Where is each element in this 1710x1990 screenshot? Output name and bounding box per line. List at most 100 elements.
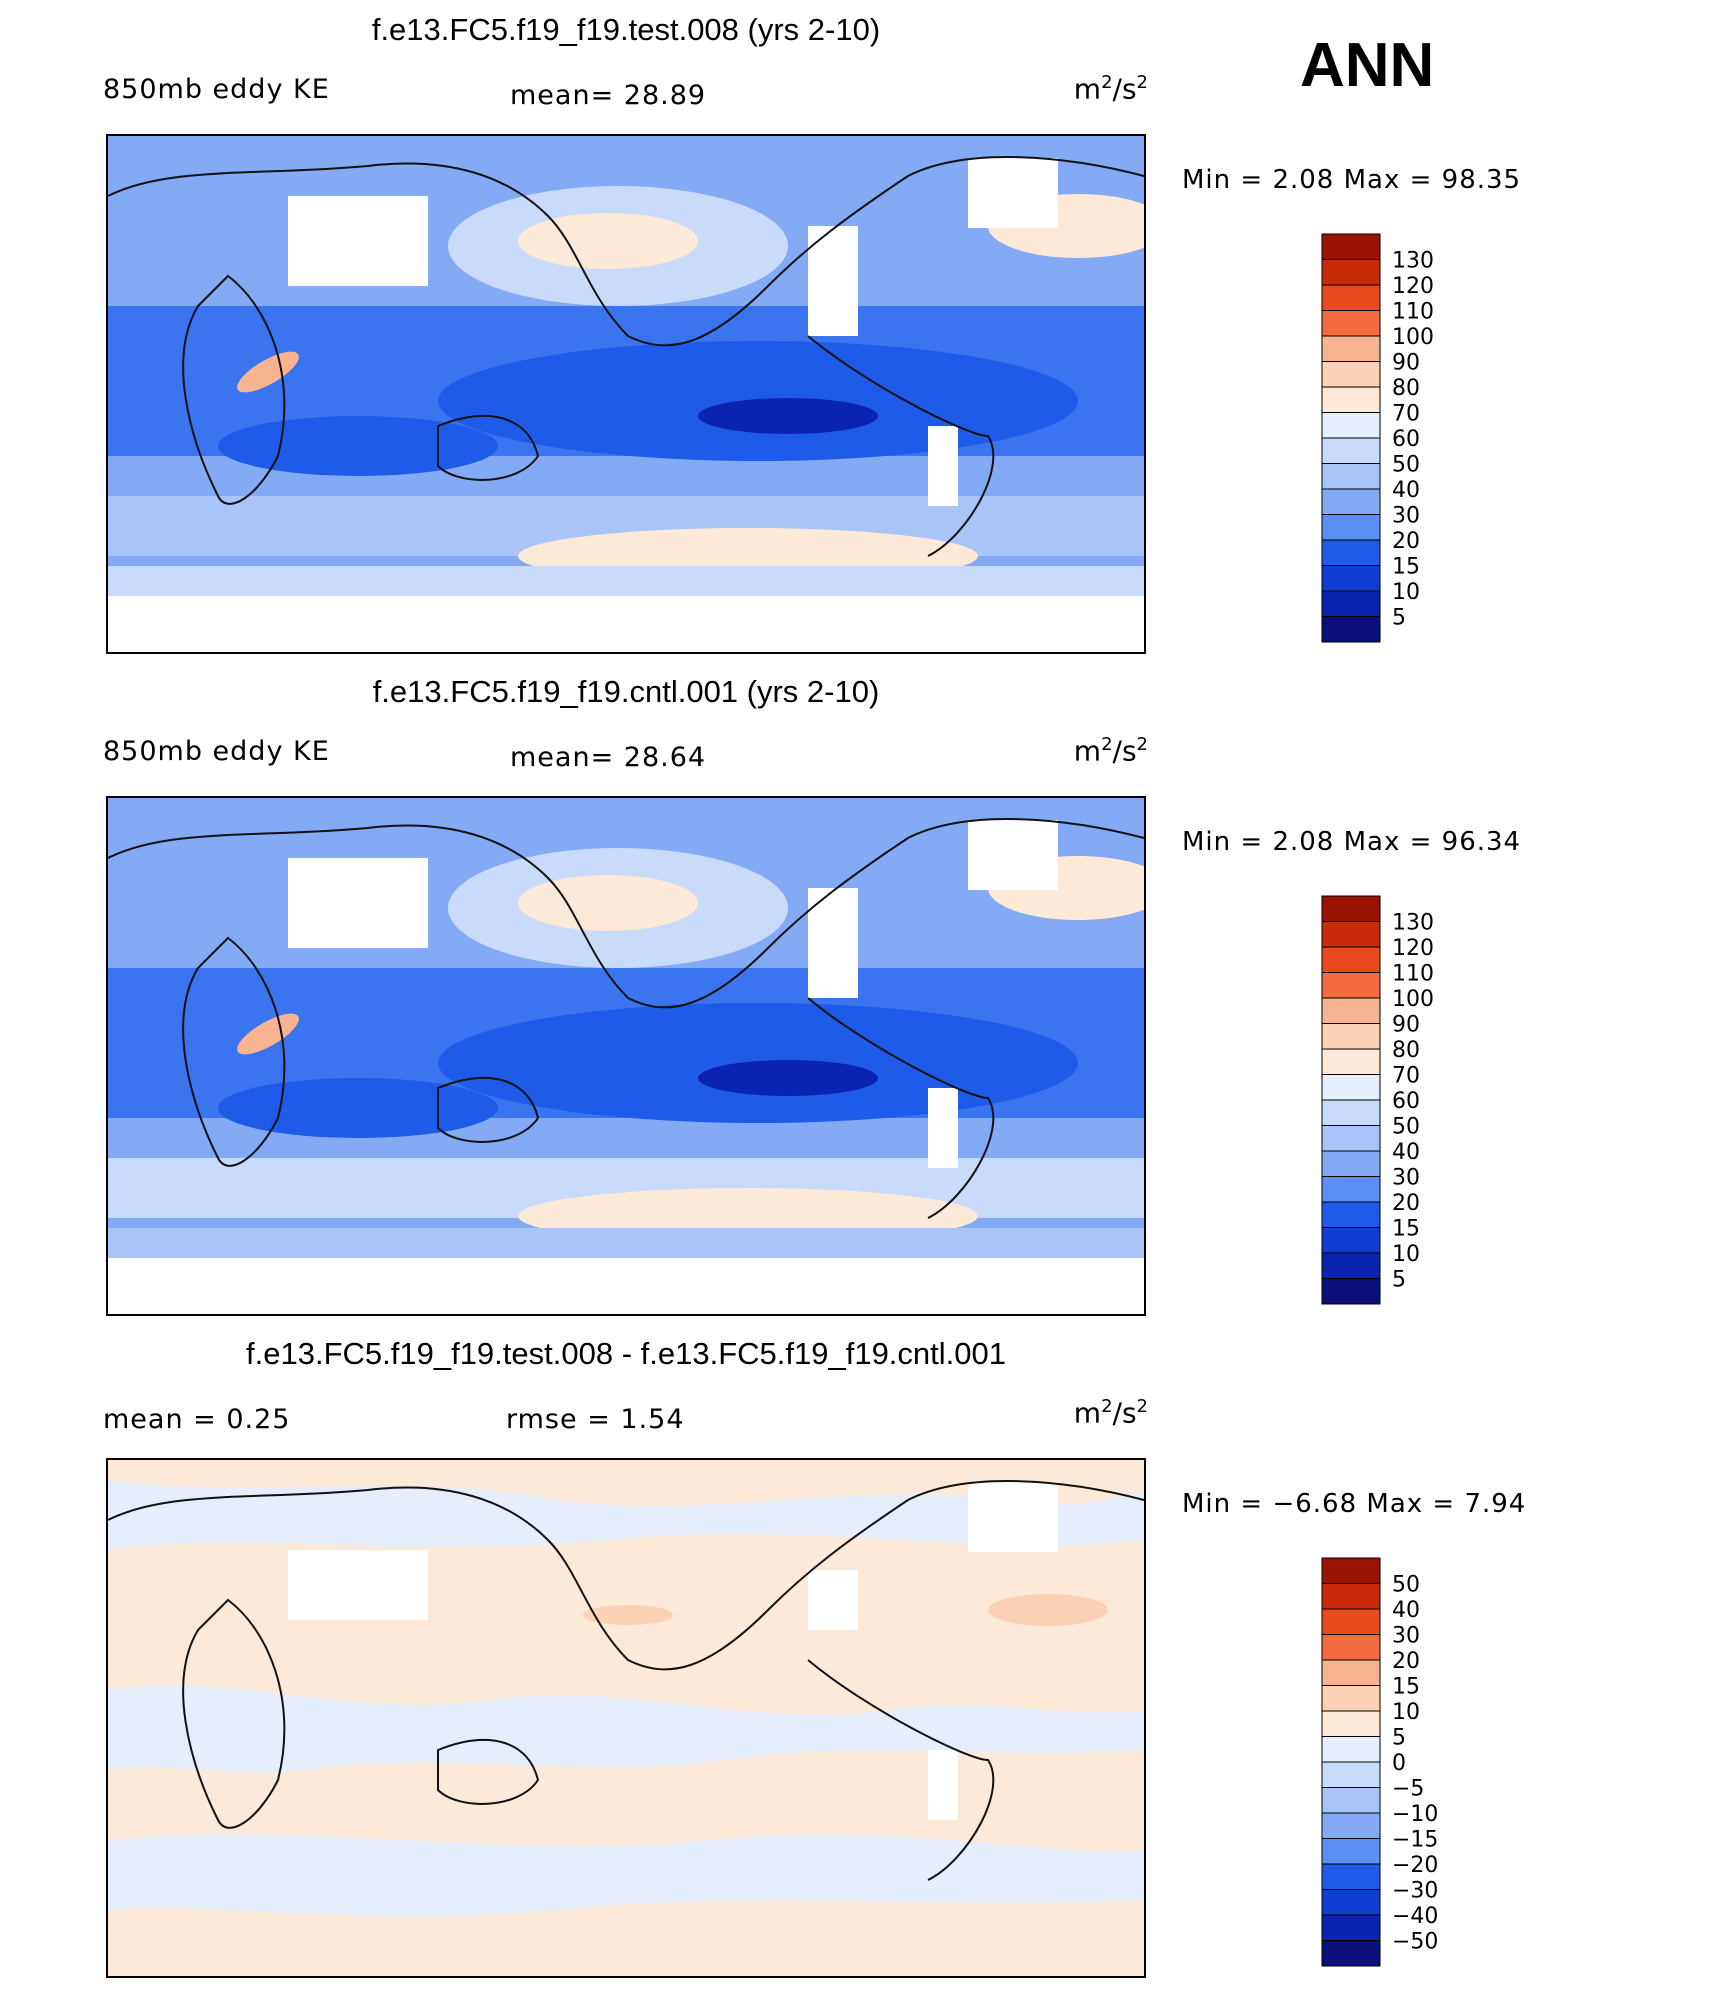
colorbar-tick-label: 40 xyxy=(1392,1598,1420,1623)
diff-blue-band-south xyxy=(108,1834,1144,1918)
colorbar-box xyxy=(1321,539,1381,566)
colorbar-box xyxy=(1321,1099,1381,1126)
diff-blue-band-tropics xyxy=(108,1685,1144,1773)
andes-mask xyxy=(928,1088,958,1168)
colorbar-box xyxy=(1321,310,1381,337)
indian-ocean-low xyxy=(218,1078,498,1138)
colorbar-box xyxy=(1321,463,1381,490)
colorbar-box xyxy=(1321,616,1381,643)
colorbar-tick-label: 30 xyxy=(1392,1624,1420,1649)
panel-1-units: m2/s2 xyxy=(1073,72,1148,106)
colorbar-tick-label: 10 xyxy=(1392,1700,1420,1725)
colorbar-tick-label: 100 xyxy=(1392,987,1434,1012)
colorbar-box xyxy=(1321,1201,1381,1228)
colorbar-tick-label: 130 xyxy=(1392,911,1434,936)
colorbar-tick-label: 20 xyxy=(1392,1649,1420,1674)
colorbar-box xyxy=(1321,1761,1381,1788)
colorbar-box xyxy=(1321,1278,1381,1305)
colorbar-box xyxy=(1321,361,1381,388)
colorbar-box xyxy=(1321,233,1381,260)
panel-3-units: m2/s2 xyxy=(1073,1396,1148,1430)
colorbar-tick-label: −40 xyxy=(1392,1904,1438,1929)
colorbar-tick-label: −5 xyxy=(1392,1777,1424,1802)
colorbar-box xyxy=(1321,1583,1381,1610)
panel-1-minmax: Min = 2.08 Max = 98.35 xyxy=(1182,165,1522,195)
colorbar-box xyxy=(1321,437,1381,464)
colorbar-box xyxy=(1321,1940,1381,1967)
colorbar-tick-label: 15 xyxy=(1392,1675,1420,1700)
greenland-mask xyxy=(968,1482,1058,1552)
colorbar-box xyxy=(1321,1787,1381,1814)
panel-2-units: m2/s2 xyxy=(1073,734,1148,768)
colorbar-tick-label: −15 xyxy=(1392,1828,1438,1853)
panel-3-map xyxy=(106,1458,1146,1978)
colorbar-box xyxy=(1321,1048,1381,1075)
colorbar-box xyxy=(1321,1889,1381,1916)
colorbar-tick-label: 5 xyxy=(1392,606,1406,631)
colorbar-box xyxy=(1321,1812,1381,1839)
colorbar-box xyxy=(1321,1074,1381,1101)
colorbar-box xyxy=(1321,1125,1381,1152)
colorbar-box xyxy=(1321,1685,1381,1712)
colorbar-tick-label: 80 xyxy=(1392,376,1420,401)
colorbar-tick-label: 30 xyxy=(1392,1166,1420,1191)
colorbar-tick-label: 60 xyxy=(1392,427,1420,452)
colorbar-box xyxy=(1321,1150,1381,1177)
colorbar-tick-label: 50 xyxy=(1392,453,1420,478)
somali-jet xyxy=(237,351,299,393)
colorbar-box xyxy=(1321,1659,1381,1686)
colorbar-box xyxy=(1321,514,1381,541)
colorbar-tick-label: 60 xyxy=(1392,1089,1420,1114)
panel-2-minmax: Min = 2.08 Max = 96.34 xyxy=(1182,827,1522,857)
tropical-min xyxy=(698,398,878,434)
colorbar-tick-label: 20 xyxy=(1392,529,1420,554)
panel-1-map-svg xyxy=(108,136,1144,652)
colorbar-tick-label: 15 xyxy=(1392,555,1420,580)
colorbar-tick-label: 10 xyxy=(1392,580,1420,605)
rockies-mask xyxy=(808,888,858,998)
colorbar-tick-label: 20 xyxy=(1392,1191,1420,1216)
southern-band-2 xyxy=(108,566,1144,596)
panel-1-map xyxy=(106,134,1146,654)
colorbar-tick-label: 70 xyxy=(1392,402,1420,427)
greenland-mask xyxy=(968,820,1058,890)
colorbar-tick-label: 110 xyxy=(1392,962,1434,987)
colorbar-tick-label: 0 xyxy=(1392,1751,1406,1776)
colorbar-box xyxy=(1321,972,1381,999)
panel-1-stat: mean= 28.89 xyxy=(510,80,707,111)
panel-2-title: f.e13.FC5.f19_f19.cntl.001 (yrs 2-10) xyxy=(372,674,880,709)
colorbar-tick-label: 30 xyxy=(1392,504,1420,529)
panel-2-map-svg xyxy=(108,798,1144,1314)
colorbar-tick-label: 90 xyxy=(1392,351,1420,376)
colorbar-tick-label: 80 xyxy=(1392,1038,1420,1063)
colorbar-tick-label: 120 xyxy=(1392,936,1434,961)
colorbar-box xyxy=(1321,1863,1381,1890)
somali-jet xyxy=(237,1013,299,1055)
colorbar-tick-label: 40 xyxy=(1392,478,1420,503)
north-pacific-peak xyxy=(518,875,698,931)
colorbar-box xyxy=(1321,895,1381,922)
colorbar-tick-label: 120 xyxy=(1392,274,1434,299)
colorbar-tick-label: 100 xyxy=(1392,325,1434,350)
colorbar-box xyxy=(1321,1710,1381,1737)
colorbar-tick-label: 5 xyxy=(1392,1268,1406,1293)
diff-atlantic-positive xyxy=(988,1594,1108,1626)
diff-pacific-positive xyxy=(583,1605,673,1625)
colorbar-tick-label: 50 xyxy=(1392,1573,1420,1598)
colorbar-box xyxy=(1321,997,1381,1024)
panel-1-field-label: 850mb eddy KE xyxy=(103,74,330,105)
colorbar-tick-label: 5 xyxy=(1392,1726,1406,1751)
coastlines xyxy=(108,1480,1144,1881)
colorbar-tick-label: 40 xyxy=(1392,1140,1420,1165)
colorbar-box xyxy=(1321,488,1381,515)
colorbar-box xyxy=(1321,259,1381,286)
southern-band-2 xyxy=(108,1228,1144,1258)
colorbar-box xyxy=(1321,1608,1381,1635)
antarctica-mask xyxy=(108,1258,1144,1314)
colorbar-box xyxy=(1321,335,1381,362)
panel-1-title: f.e13.FC5.f19_f19.test.008 (yrs 2-10) xyxy=(371,12,881,47)
colorbar-box xyxy=(1321,1023,1381,1050)
